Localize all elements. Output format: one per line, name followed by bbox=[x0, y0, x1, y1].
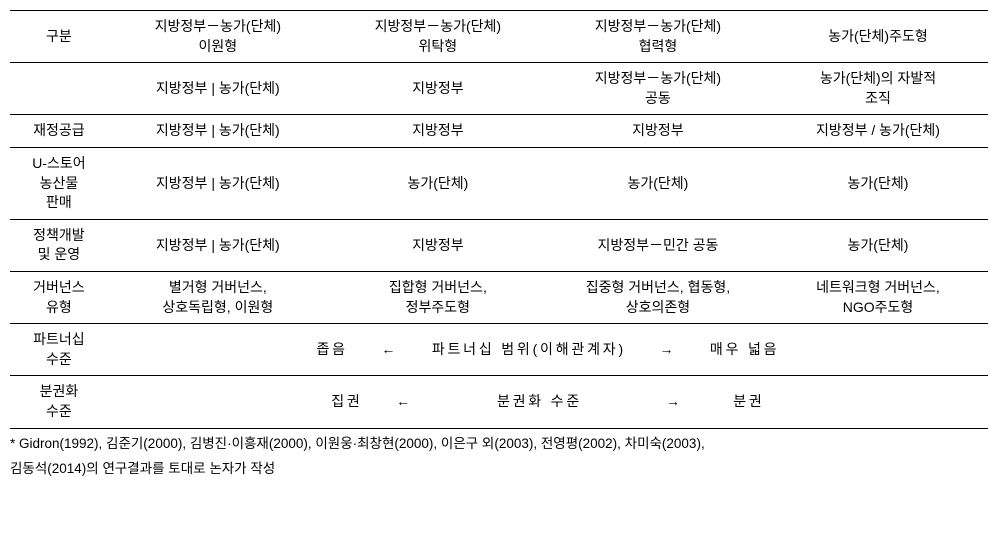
cell: 농가(단체) bbox=[768, 219, 988, 271]
header-cell: 지방정부－농가(단체)협력형 bbox=[548, 11, 768, 63]
table-row: 거버넌스유형 별거형 거버넌스,상호독립형, 이원형 집합형 거버넌스,정부주도… bbox=[10, 271, 988, 323]
row-label: U-스토어농산물판매 bbox=[10, 147, 108, 219]
cell: 지방정부 | 농가(단체) bbox=[108, 63, 328, 115]
cell: 지방정부 | 농가(단체) bbox=[108, 115, 328, 148]
governance-types-table: 구분 지방정부－농가(단체)이원형 지방정부－농가(단체)위탁형 지방정부－농가… bbox=[10, 10, 988, 429]
cell: 지방정부 bbox=[548, 115, 768, 148]
header-cell: 지방정부－농가(단체)위탁형 bbox=[328, 11, 548, 63]
cell: 집합형 거버넌스,정부주도형 bbox=[328, 271, 548, 323]
span-cell: 집권 ← 분권화 수준 → 분권 bbox=[108, 376, 988, 428]
row-label: 재정공급 bbox=[10, 115, 108, 148]
header-cell: 지방정부－농가(단체)이원형 bbox=[108, 11, 328, 63]
row-label: 정책개발및 운영 bbox=[10, 219, 108, 271]
cell: 지방정부 | 농가(단체) bbox=[108, 147, 328, 219]
cell: 지방정부 | 농가(단체) bbox=[108, 219, 328, 271]
cell: 별거형 거버넌스,상호독립형, 이원형 bbox=[108, 271, 328, 323]
table-row: 재정공급 지방정부 | 농가(단체) 지방정부 지방정부 지방정부 / 농가(단… bbox=[10, 115, 988, 148]
table-span-row: 분권화수준 집권 ← 분권화 수준 → 분권 bbox=[10, 376, 988, 428]
cell: 네트워크형 거버넌스,NGO주도형 bbox=[768, 271, 988, 323]
header-cell: 농가(단체)주도형 bbox=[768, 11, 988, 63]
row-label bbox=[10, 63, 108, 115]
cell: 지방정부 bbox=[328, 63, 548, 115]
row-label: 분권화수준 bbox=[10, 376, 108, 428]
footnote-line-1: * Gidron(1992), 김준기(2000), 김병진·이흥재(2000)… bbox=[10, 433, 988, 455]
cell: 지방정부 bbox=[328, 219, 548, 271]
cell: 지방정부 / 농가(단체) bbox=[768, 115, 988, 148]
table-row: 정책개발및 운영 지방정부 | 농가(단체) 지방정부 지방정부－민간 공동 농… bbox=[10, 219, 988, 271]
cell: 지방정부－민간 공동 bbox=[548, 219, 768, 271]
footnote-line-2: 김동석(2014)의 연구결과를 토대로 논자가 작성 bbox=[10, 458, 988, 480]
table-header-row: 구분 지방정부－농가(단체)이원형 지방정부－농가(단체)위탁형 지방정부－농가… bbox=[10, 11, 988, 63]
table-row: U-스토어농산물판매 지방정부 | 농가(단체) 농가(단체) 농가(단체) 농… bbox=[10, 147, 988, 219]
cell: 농가(단체) bbox=[548, 147, 768, 219]
header-cell: 구분 bbox=[10, 11, 108, 63]
cell: 농가(단체) bbox=[768, 147, 988, 219]
table-row: 지방정부 | 농가(단체) 지방정부 지방정부－농가(단체)공동 농가(단체)의… bbox=[10, 63, 988, 115]
cell: 지방정부－농가(단체)공동 bbox=[548, 63, 768, 115]
row-label: 거버넌스유형 bbox=[10, 271, 108, 323]
row-label: 파트너십수준 bbox=[10, 324, 108, 376]
cell: 농가(단체) bbox=[328, 147, 548, 219]
span-cell: 좁음 ← 파트너십 범위(이해관계자) → 매우 넓음 bbox=[108, 324, 988, 376]
table-span-row: 파트너십수준 좁음 ← 파트너십 범위(이해관계자) → 매우 넓음 bbox=[10, 324, 988, 376]
cell: 지방정부 bbox=[328, 115, 548, 148]
cell: 농가(단체)의 자발적조직 bbox=[768, 63, 988, 115]
cell: 집중형 거버넌스, 협동형,상호의존형 bbox=[548, 271, 768, 323]
